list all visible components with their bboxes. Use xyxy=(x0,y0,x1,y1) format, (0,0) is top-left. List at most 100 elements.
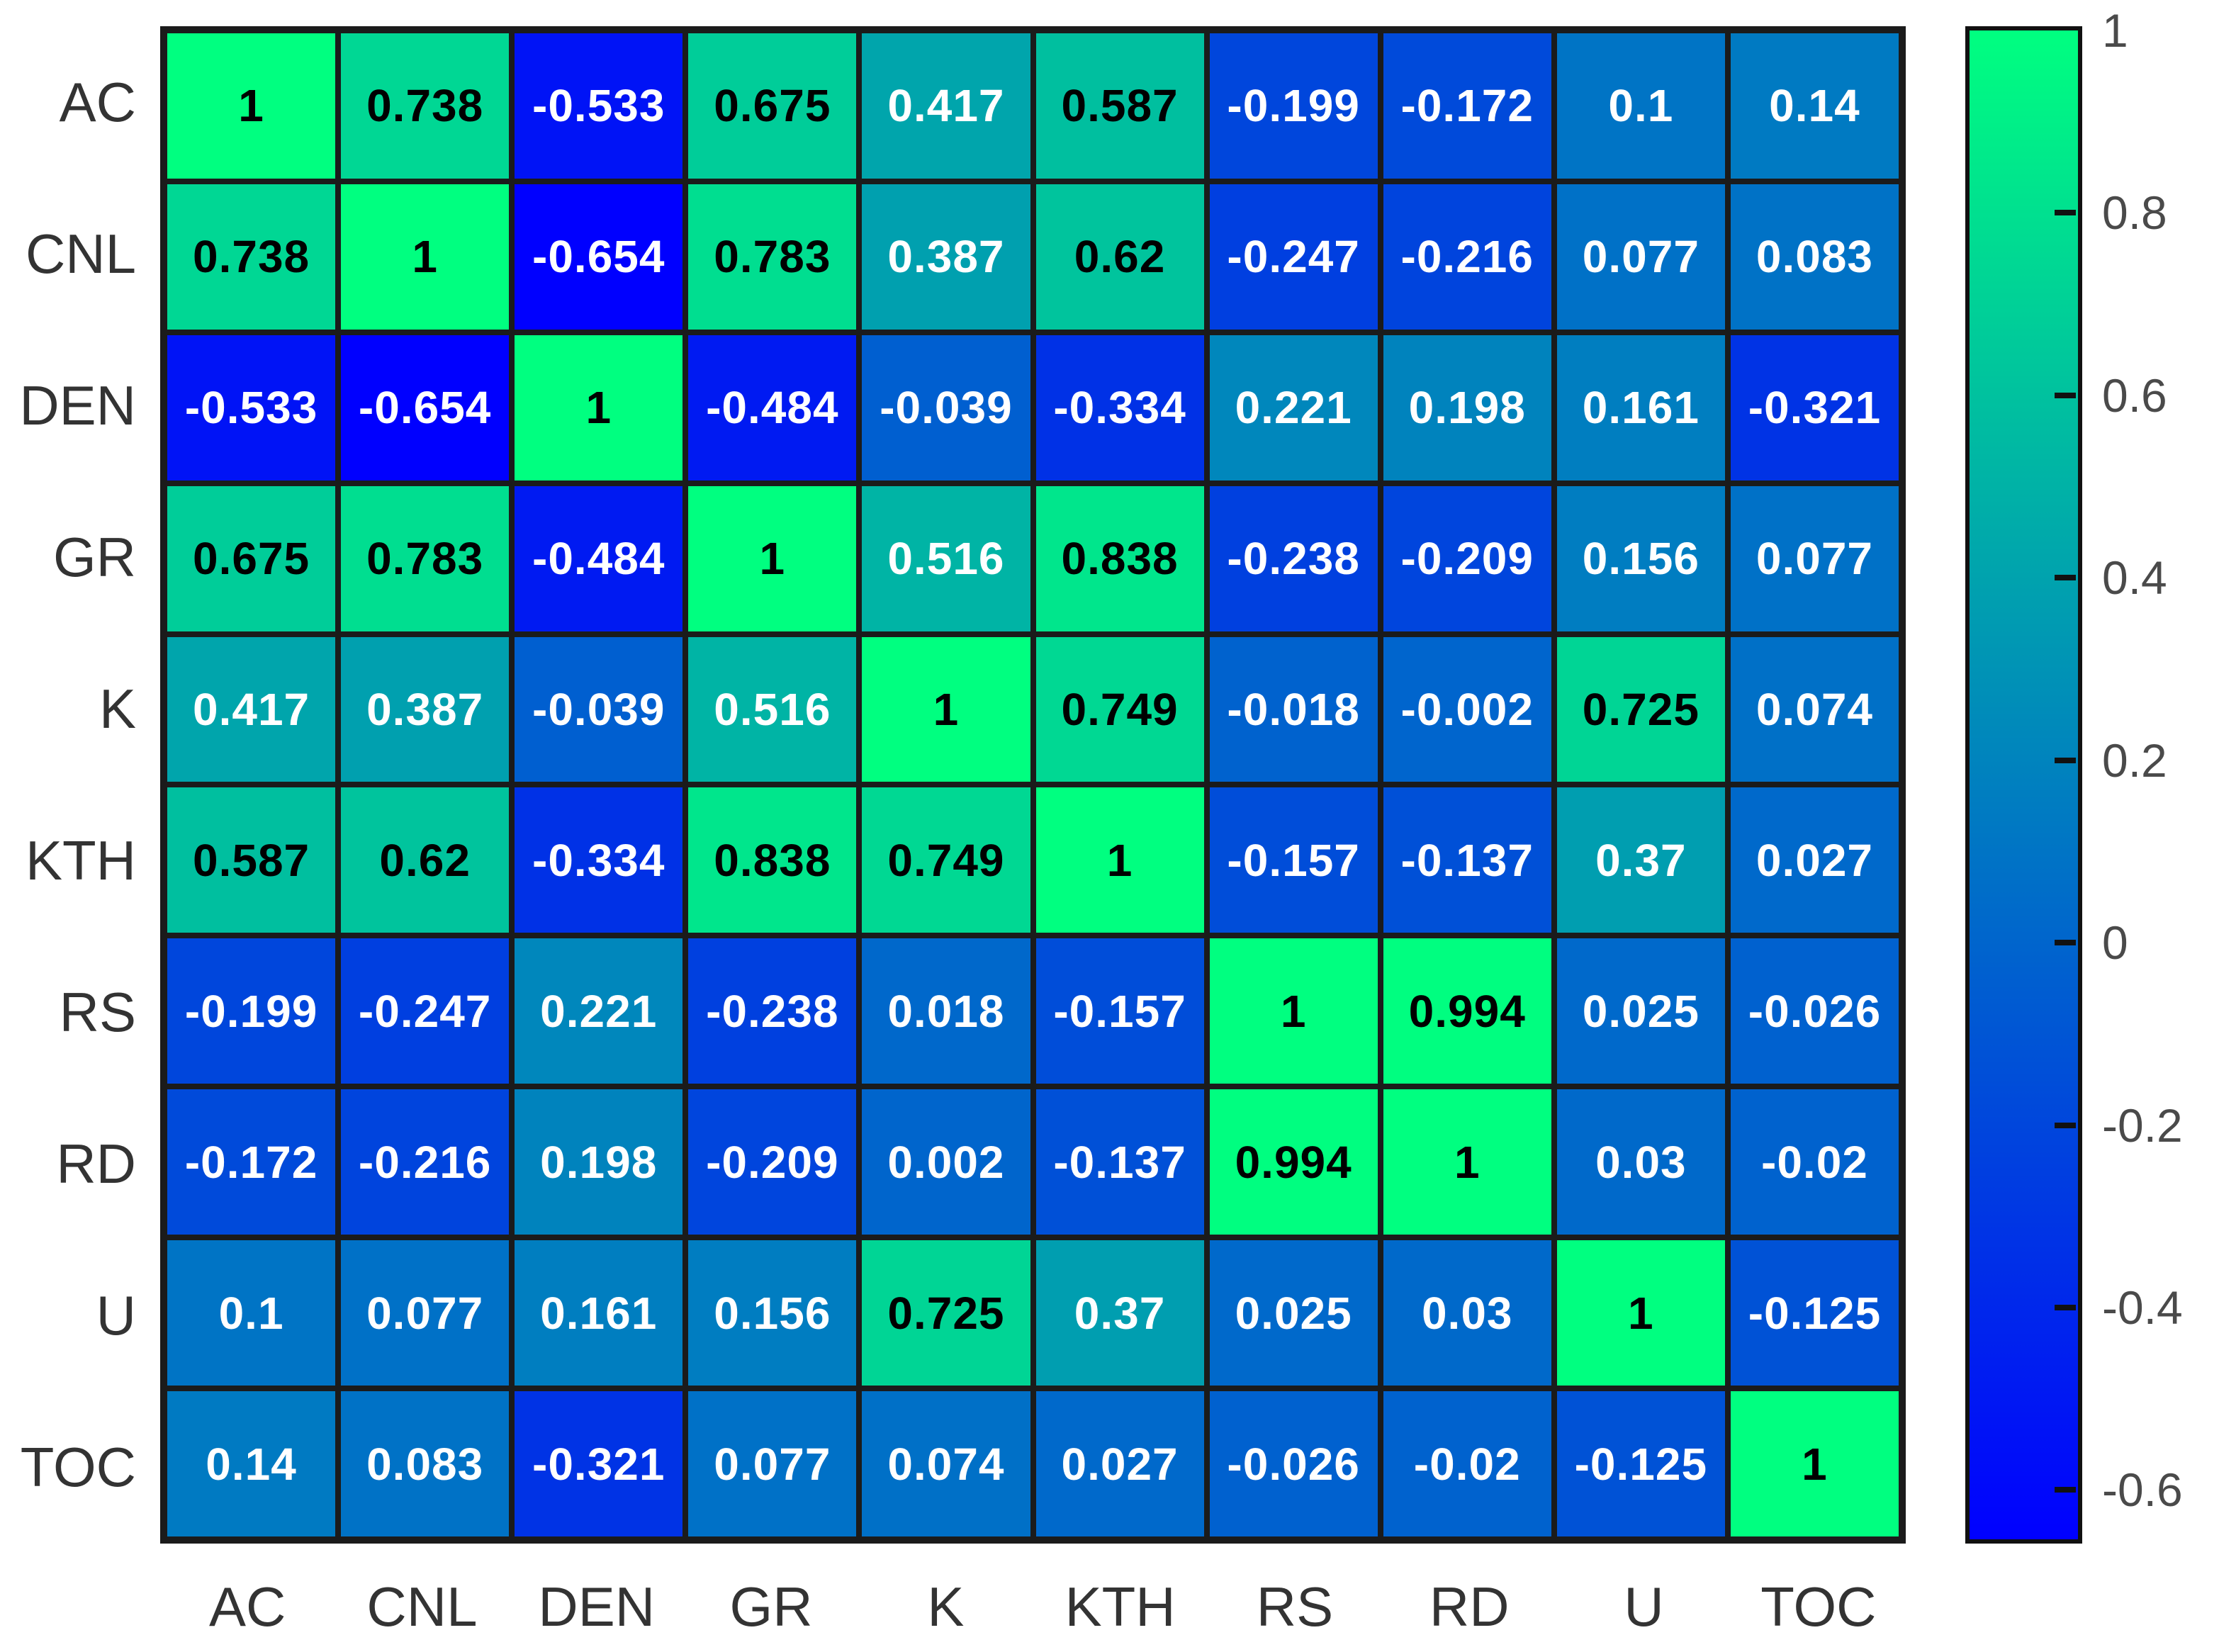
heatmap-cell: 0.002 xyxy=(862,1089,1030,1235)
colorbar-tick-mark xyxy=(2055,757,2076,763)
heatmap-cell: -0.157 xyxy=(1035,938,1204,1084)
colorbar-tick-label: 1 xyxy=(2102,4,2128,57)
heatmap-cell: -0.026 xyxy=(1730,938,1899,1084)
heatmap-cell: 0.783 xyxy=(688,184,857,330)
heatmap-cell: 0.03 xyxy=(1556,1089,1725,1235)
y-axis-label-k: K xyxy=(99,677,136,740)
heatmap-cell: 1 xyxy=(1730,1391,1899,1536)
heatmap-cell: 0.387 xyxy=(341,636,510,782)
heatmap-cell: -0.216 xyxy=(341,1089,510,1235)
heatmap-cell: 0.161 xyxy=(515,1240,683,1386)
heatmap-cell: -0.321 xyxy=(515,1391,683,1536)
heatmap-cell: -0.334 xyxy=(515,787,683,933)
heatmap-cell: 0.838 xyxy=(688,787,857,933)
colorbar-tick-label: 0.2 xyxy=(2102,734,2167,787)
x-axis-label-den: DEN xyxy=(538,1575,656,1638)
colorbar xyxy=(1965,26,2082,1544)
y-axis-label-kth: KTH xyxy=(26,829,136,892)
colorbar-tick-mark xyxy=(2055,1487,2076,1493)
x-axis-label-cnl: CNL xyxy=(366,1575,478,1638)
heatmap-cell: 0.083 xyxy=(341,1391,510,1536)
colorbar-tick-mark xyxy=(2055,210,2076,216)
heatmap-cell: 0.587 xyxy=(1035,33,1204,179)
heatmap-cell: 0.783 xyxy=(341,485,510,631)
heatmap-cell: -0.172 xyxy=(1383,33,1551,179)
heatmap-cell: 0.417 xyxy=(862,33,1030,179)
heatmap-cell: 0.156 xyxy=(1556,485,1725,631)
heatmap-cell: -0.209 xyxy=(688,1089,857,1235)
y-axis-label-rs: RS xyxy=(59,981,136,1044)
heatmap-cell: -0.157 xyxy=(1209,787,1378,933)
heatmap-cell: -0.125 xyxy=(1730,1240,1899,1386)
heatmap-cell: 0.749 xyxy=(1035,636,1204,782)
y-axis-label-ac: AC xyxy=(59,70,136,133)
heatmap-cell: 0.03 xyxy=(1383,1240,1551,1386)
heatmap-cell: 0.198 xyxy=(1383,335,1551,481)
heatmap-cell: 0.161 xyxy=(1556,335,1725,481)
heatmap-cell: 0.587 xyxy=(167,787,336,933)
colorbar-tick-label: -0.2 xyxy=(2102,1098,2183,1152)
x-axis-label-u: U xyxy=(1624,1575,1664,1638)
y-axis-label-u: U xyxy=(96,1284,136,1347)
heatmap-cell: 1 xyxy=(1556,1240,1725,1386)
heatmap-cell: 0.083 xyxy=(1730,184,1899,330)
colorbar-tick-label: 0 xyxy=(2102,916,2128,970)
heatmap-cell: 0.1 xyxy=(167,1240,336,1386)
heatmap-cell: 0.221 xyxy=(515,938,683,1084)
x-axis-label-rd: RD xyxy=(1429,1575,1510,1638)
heatmap-cell: 1 xyxy=(1383,1089,1551,1235)
heatmap-cell: 0.221 xyxy=(1209,335,1378,481)
x-axis-label-k: K xyxy=(927,1575,965,1638)
heatmap-cell: -0.137 xyxy=(1035,1089,1204,1235)
heatmap-cell: 0.198 xyxy=(515,1089,683,1235)
heatmap-cell: 0.725 xyxy=(1556,636,1725,782)
heatmap-cell: -0.209 xyxy=(1383,485,1551,631)
colorbar-tick-label: -0.4 xyxy=(2102,1281,2183,1334)
heatmap-cell: -0.02 xyxy=(1383,1391,1551,1536)
heatmap-cell: 1 xyxy=(688,485,857,631)
heatmap-cell: -0.238 xyxy=(1209,485,1378,631)
heatmap-cell: -0.484 xyxy=(515,485,683,631)
heatmap-cell: -0.002 xyxy=(1383,636,1551,782)
heatmap-cell: 0.025 xyxy=(1209,1240,1378,1386)
heatmap-cell: 0.37 xyxy=(1556,787,1725,933)
heatmap-cell: -0.654 xyxy=(515,184,683,330)
heatmap-cell: 0.387 xyxy=(862,184,1030,330)
x-axis-label-kth: KTH xyxy=(1064,1575,1176,1638)
heatmap-cell: -0.039 xyxy=(862,335,1030,481)
y-axis-label-toc: TOC xyxy=(20,1436,136,1499)
colorbar-tick-label: 0.4 xyxy=(2102,551,2167,605)
heatmap-cell: 0.838 xyxy=(1035,485,1204,631)
heatmap-cell: -0.125 xyxy=(1556,1391,1725,1536)
heatmap-cell: 0.1 xyxy=(1556,33,1725,179)
heatmap-cell: -0.216 xyxy=(1383,184,1551,330)
y-axis-label-cnl: CNL xyxy=(25,222,136,285)
heatmap-cell: -0.247 xyxy=(341,938,510,1084)
heatmap-cell: -0.334 xyxy=(1035,335,1204,481)
heatmap-cell: 0.018 xyxy=(862,938,1030,1084)
heatmap-cell: -0.039 xyxy=(515,636,683,782)
heatmap-cell: -0.02 xyxy=(1730,1089,1899,1235)
heatmap-cell: 0.37 xyxy=(1035,1240,1204,1386)
heatmap-cell: -0.247 xyxy=(1209,184,1378,330)
heatmap-cell: 1 xyxy=(515,335,683,481)
heatmap-cell: 1 xyxy=(167,33,336,179)
y-axis-label-gr: GR xyxy=(53,525,136,588)
heatmap-cell: 0.675 xyxy=(167,485,336,631)
colorbar-tick-label: 0.8 xyxy=(2102,186,2167,240)
colorbar-tick-label: -0.6 xyxy=(2102,1463,2183,1517)
heatmap-cell: 0.749 xyxy=(862,787,1030,933)
heatmap-cell: 0.516 xyxy=(862,485,1030,631)
heatmap-cell: -0.321 xyxy=(1730,335,1899,481)
heatmap-cell: 0.62 xyxy=(1035,184,1204,330)
x-axis-label-ac: AC xyxy=(208,1575,286,1638)
heatmap-cell: 0.994 xyxy=(1209,1089,1378,1235)
heatmap-cell: 0.417 xyxy=(167,636,336,782)
heatmap-cell: 1 xyxy=(1209,938,1378,1084)
heatmap-cell: 0.027 xyxy=(1035,1391,1204,1536)
heatmap-cell: 0.725 xyxy=(862,1240,1030,1386)
heatmap-cell: 0.675 xyxy=(688,33,857,179)
colorbar-tick-mark xyxy=(2055,1122,2076,1128)
x-axis-label-gr: GR xyxy=(729,1575,813,1638)
